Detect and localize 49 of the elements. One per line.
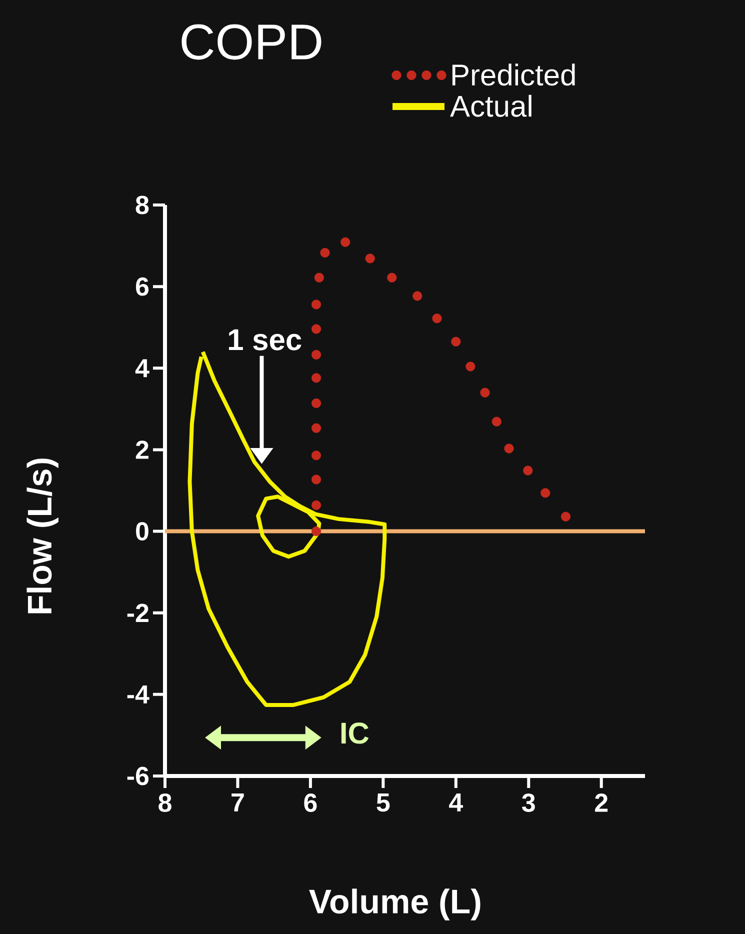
legend-label: Predicted [452, 64, 575, 86]
point [311, 423, 322, 433]
point [311, 398, 322, 408]
point [311, 526, 322, 536]
line-series [256, 494, 322, 559]
point [540, 488, 550, 498]
point [466, 362, 476, 372]
y-tick-label: -4 [127, 685, 150, 704]
point [387, 272, 397, 282]
point [432, 314, 442, 324]
x-tick-label: 2 [595, 794, 608, 812]
y-tick-label: 8 [136, 196, 149, 214]
point [311, 373, 322, 383]
point [480, 388, 490, 398]
x-tick-label: 8 [158, 794, 172, 812]
legend-label: Actual [450, 94, 532, 117]
line-series [188, 350, 387, 708]
point [340, 237, 350, 247]
point [412, 291, 422, 301]
y-tick-label: 2 [136, 440, 148, 459]
y-tick-label: 6 [136, 277, 149, 296]
x-tick-label: 7 [232, 794, 244, 812]
x-tick-label: 5 [376, 794, 390, 812]
point [320, 248, 330, 258]
x-axis-title: Volume (L) [309, 888, 480, 920]
annotation: IC [341, 722, 369, 744]
point [311, 324, 322, 334]
x-tick-label: 6 [304, 794, 317, 812]
point [311, 500, 322, 510]
point [451, 336, 461, 346]
point [311, 300, 322, 310]
point [311, 474, 322, 484]
point [523, 466, 533, 476]
y-axis-title: Flow (L/s) [26, 458, 58, 614]
point [311, 350, 322, 360]
point [492, 416, 502, 426]
y-tick-label: -2 [127, 604, 148, 622]
chart-title: COPD [182, 24, 322, 60]
y-tick-label: 0 [136, 522, 148, 540]
point [311, 450, 322, 460]
x-tick-label: 3 [522, 794, 535, 812]
y-tick-label: -6 [127, 766, 149, 786]
point [365, 254, 375, 264]
annotation: 1 sec [228, 329, 302, 350]
point [504, 444, 514, 454]
y-tick-label: 4 [135, 359, 150, 378]
point [560, 512, 571, 522]
x-tick-label: 4 [449, 794, 463, 812]
point [314, 272, 324, 282]
